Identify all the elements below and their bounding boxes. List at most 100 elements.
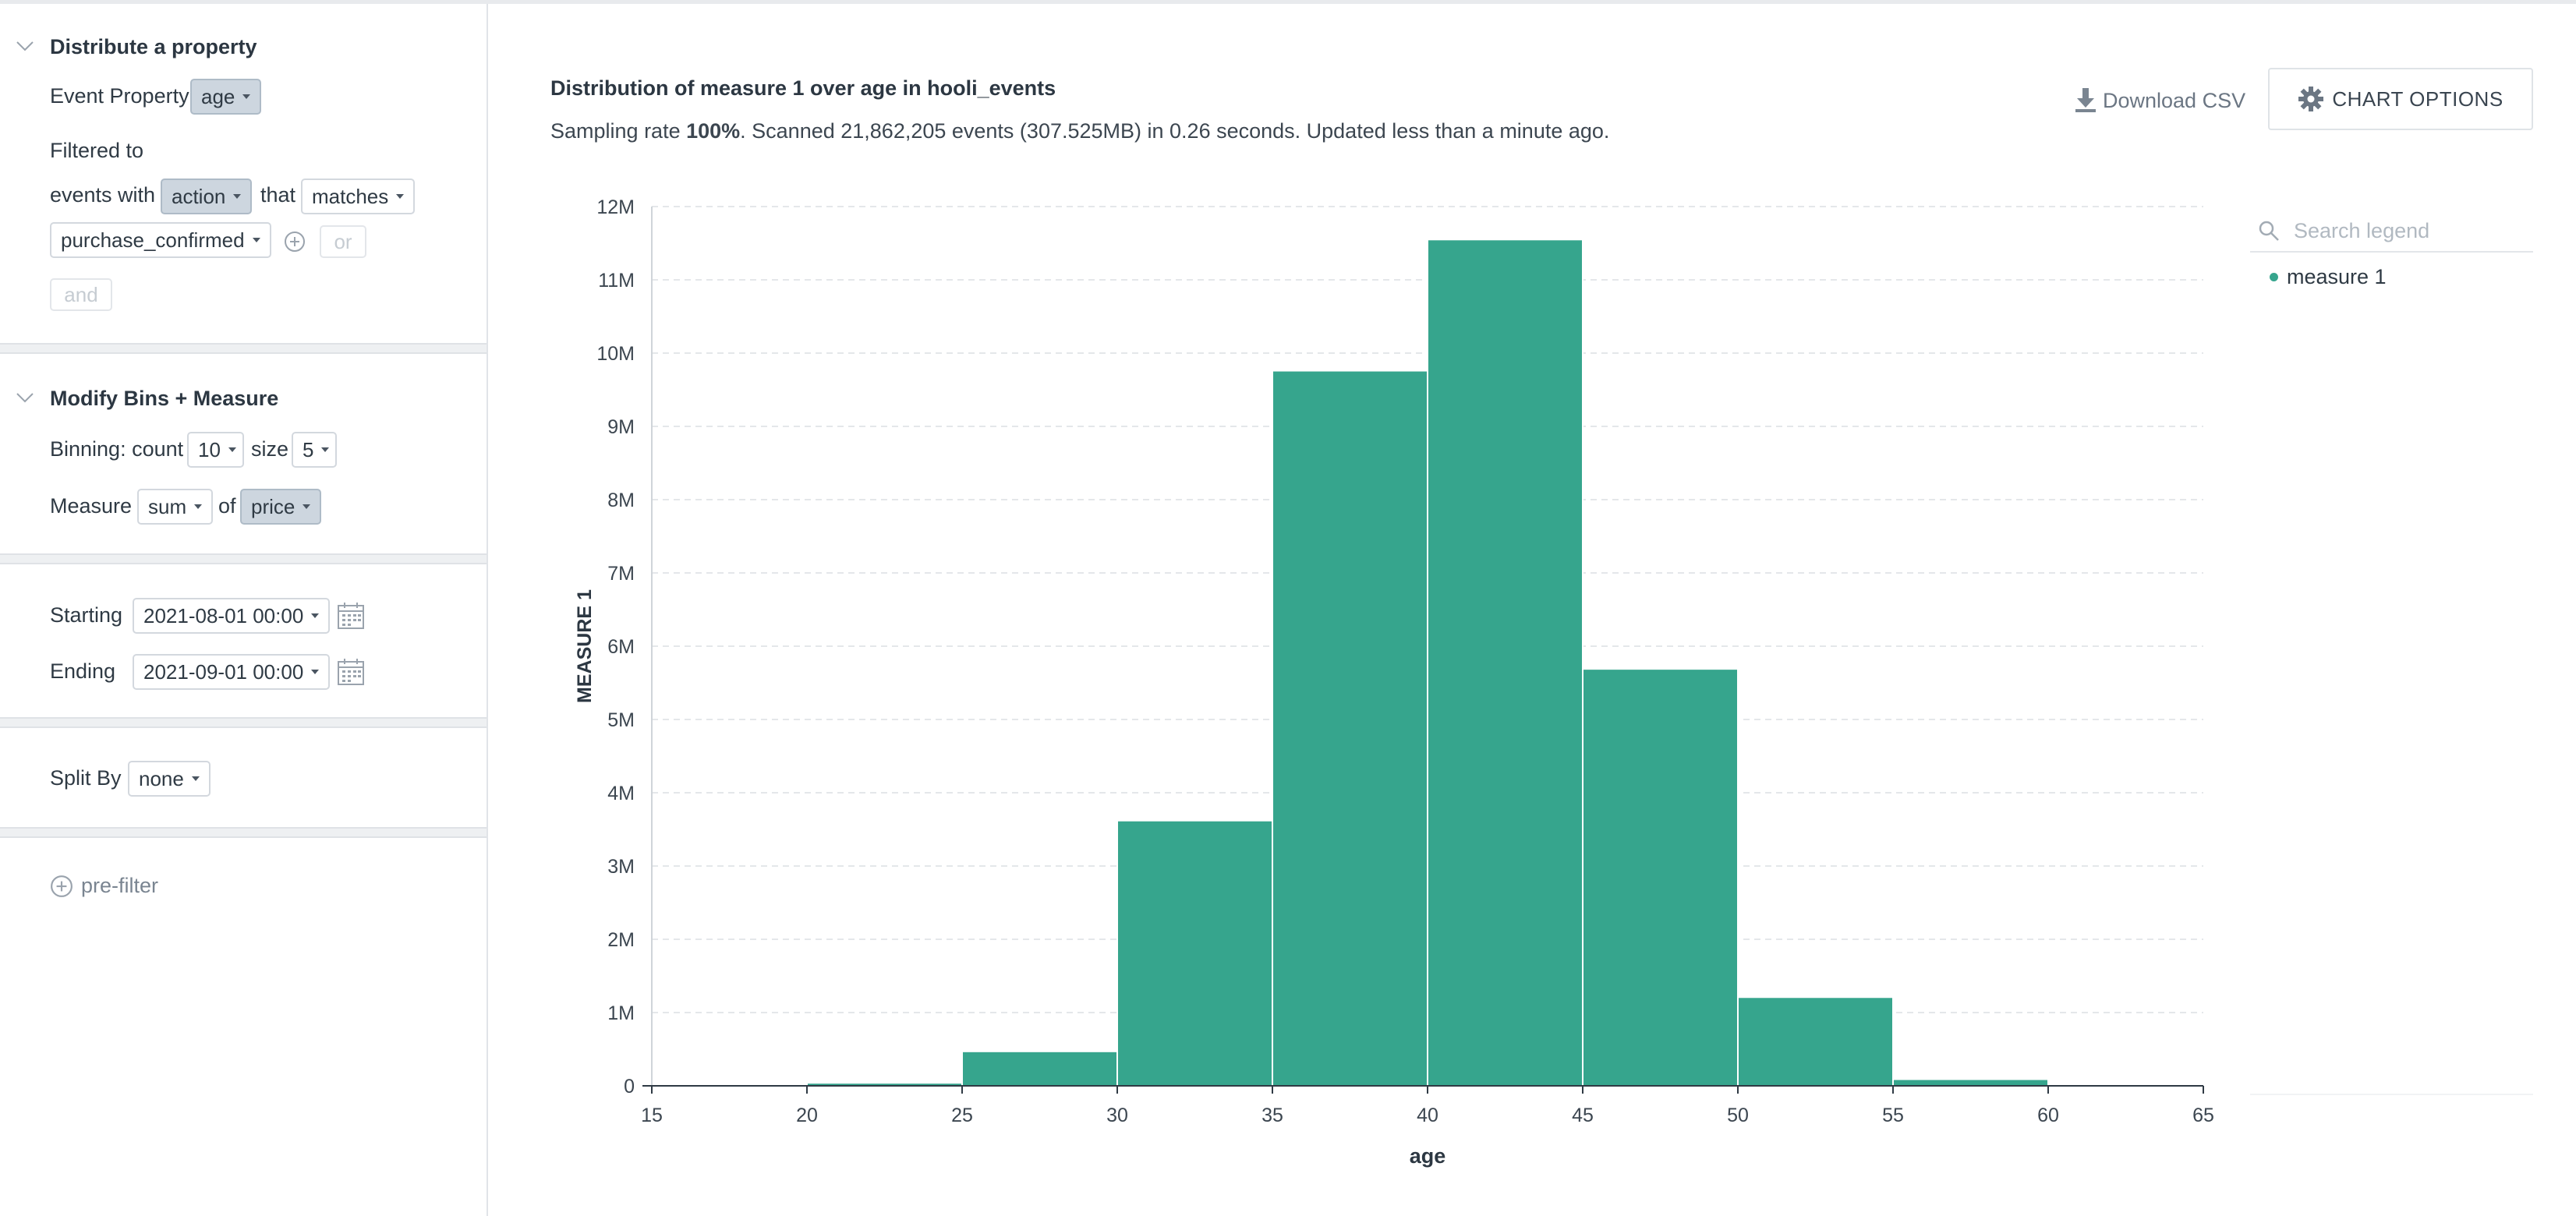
measure-field-select[interactable]: price [240, 489, 322, 525]
query-stats-text: . Scanned 21,862,205 events (307.525MB) … [740, 119, 1610, 143]
caret-icon [194, 504, 203, 509]
filter-column-select[interactable]: action [161, 179, 253, 214]
x-tick-label: 30 [1106, 1105, 1128, 1126]
x-tick-label: 35 [1261, 1105, 1283, 1126]
events-with-label: events with [50, 183, 156, 207]
bin-size-value: 5 [303, 437, 314, 461]
legend-item[interactable]: measure 1 [2270, 265, 2387, 289]
sampling-rate: 100% [686, 119, 741, 143]
caret-icon [396, 194, 405, 199]
caret-icon [242, 94, 251, 99]
download-icon [2075, 88, 2096, 112]
split-by-select[interactable]: none [128, 761, 211, 797]
y-tick-label: 1M [607, 1002, 635, 1024]
histogram-chart: 0 1M 2M 3M 4M 5M 6M 7M 8M 9M 10M 11M 12M 15 20 25 30 35 4… [574, 196, 2214, 1168]
caret-icon [191, 776, 200, 781]
sampling-prefix: Sampling rate [550, 119, 687, 143]
section-divider [0, 553, 487, 564]
measure-agg-value: sum [148, 494, 187, 518]
chevron-down-icon[interactable] [14, 35, 36, 57]
caret-icon [311, 613, 320, 618]
event-property-value: age [201, 84, 235, 108]
gear-icon [2298, 87, 2324, 111]
top-border [0, 0, 2576, 4]
measure-field-value: price [251, 494, 295, 518]
measure-label: Measure [50, 494, 133, 518]
y-tick-label: 2M [607, 929, 635, 951]
start-date-select[interactable]: 2021-08-01 00:00 [133, 598, 331, 634]
y-tick-label: 5M [607, 709, 635, 731]
start-date-value: 2021-08-01 00:00 [143, 603, 304, 627]
prefilter-label: pre-filter [81, 874, 159, 897]
add-filter-value-icon[interactable] [284, 231, 306, 253]
legend-divider [2250, 1094, 2533, 1095]
size-label: size [251, 437, 289, 461]
x-tick-label: 20 [796, 1105, 818, 1126]
split-by-label: Split By [50, 766, 122, 790]
histogram-bar [1892, 1078, 2049, 1087]
section-title: Modify Bins + Measure [50, 387, 279, 410]
download-csv-button[interactable]: Download CSV [2075, 88, 2245, 113]
or-button[interactable]: or [320, 225, 366, 258]
y-tick-label: 6M [607, 636, 635, 658]
caret-icon [252, 238, 260, 242]
y-tick-label: 12M [596, 196, 635, 218]
chart-options-button[interactable]: CHART OPTIONS [2268, 68, 2533, 130]
y-tick-label: 4M [607, 783, 635, 804]
chart-title: Distribution of measure 1 over age in ho… [550, 76, 1056, 100]
add-prefilter-button[interactable]: pre-filter [50, 874, 158, 898]
event-property-label: Event Property [50, 84, 189, 108]
starting-label: Starting [50, 603, 123, 627]
that-label: that [260, 183, 296, 207]
x-axis-label: age [1410, 1144, 1446, 1168]
y-tick-label: 11M [598, 270, 635, 292]
section-divider [0, 827, 487, 838]
filter-operator-select[interactable]: matches [301, 179, 416, 214]
of-label: of [218, 494, 236, 518]
section-divider [0, 717, 487, 728]
calendar-icon[interactable] [337, 658, 365, 686]
histogram-bar [1737, 996, 1894, 1087]
filter-column-value: action [172, 184, 226, 208]
x-tick-label: 65 [2192, 1105, 2214, 1126]
search-icon [2259, 221, 2279, 241]
download-csv-label: Download CSV [2103, 88, 2246, 112]
and-button[interactable]: and [50, 278, 112, 311]
legend-search[interactable]: Search legend [2250, 210, 2533, 253]
x-tick-label: 50 [1727, 1105, 1749, 1126]
query-sidebar: Distribute a property Event Property age… [0, 4, 488, 1216]
histogram-bar [1272, 369, 1428, 1087]
caret-icon [228, 447, 236, 452]
legend-search-input[interactable]: Search legend [2294, 218, 2430, 242]
x-tick-label: 15 [641, 1105, 663, 1126]
query-stats: Sampling rate 100%. Scanned 21,862,205 e… [550, 119, 1609, 143]
filter-value-select[interactable]: purchase_confirmed [50, 222, 271, 258]
bin-count-value: 10 [198, 437, 221, 461]
x-tick-label: 60 [2037, 1105, 2059, 1126]
section-title: Distribute a property [50, 35, 257, 58]
y-tick-label: 3M [607, 856, 635, 878]
y-tick-label: 7M [607, 563, 635, 585]
event-property-select[interactable]: age [190, 79, 262, 115]
plus-circle-icon [51, 875, 73, 897]
x-tick-label: 25 [951, 1105, 973, 1126]
end-date-select[interactable]: 2021-09-01 00:00 [133, 654, 331, 690]
legend-item-label: measure 1 [2287, 265, 2387, 288]
chevron-down-icon[interactable] [14, 387, 36, 408]
legend-swatch [2270, 273, 2278, 281]
ending-label: Ending [50, 659, 116, 683]
y-tick-label: 9M [607, 416, 635, 438]
property-section: Distribute a property Event Property age… [0, 4, 487, 339]
x-tick-label: 45 [1572, 1105, 1594, 1126]
calendar-icon[interactable] [337, 602, 365, 630]
binning-label: Binning: count [50, 437, 184, 461]
filtered-to-label: Filtered to [50, 139, 144, 162]
filter-value: purchase_confirmed [61, 228, 245, 252]
caret-icon [311, 670, 320, 674]
chart-options-label: CHART OPTIONS [2332, 87, 2503, 111]
measure-agg-select[interactable]: sum [137, 489, 214, 525]
y-axis-label: MEASURE 1 [574, 589, 596, 703]
bin-size-select[interactable]: 5 [292, 432, 338, 468]
bin-count-select[interactable]: 10 [187, 432, 244, 468]
split-by-value: none [139, 766, 184, 790]
